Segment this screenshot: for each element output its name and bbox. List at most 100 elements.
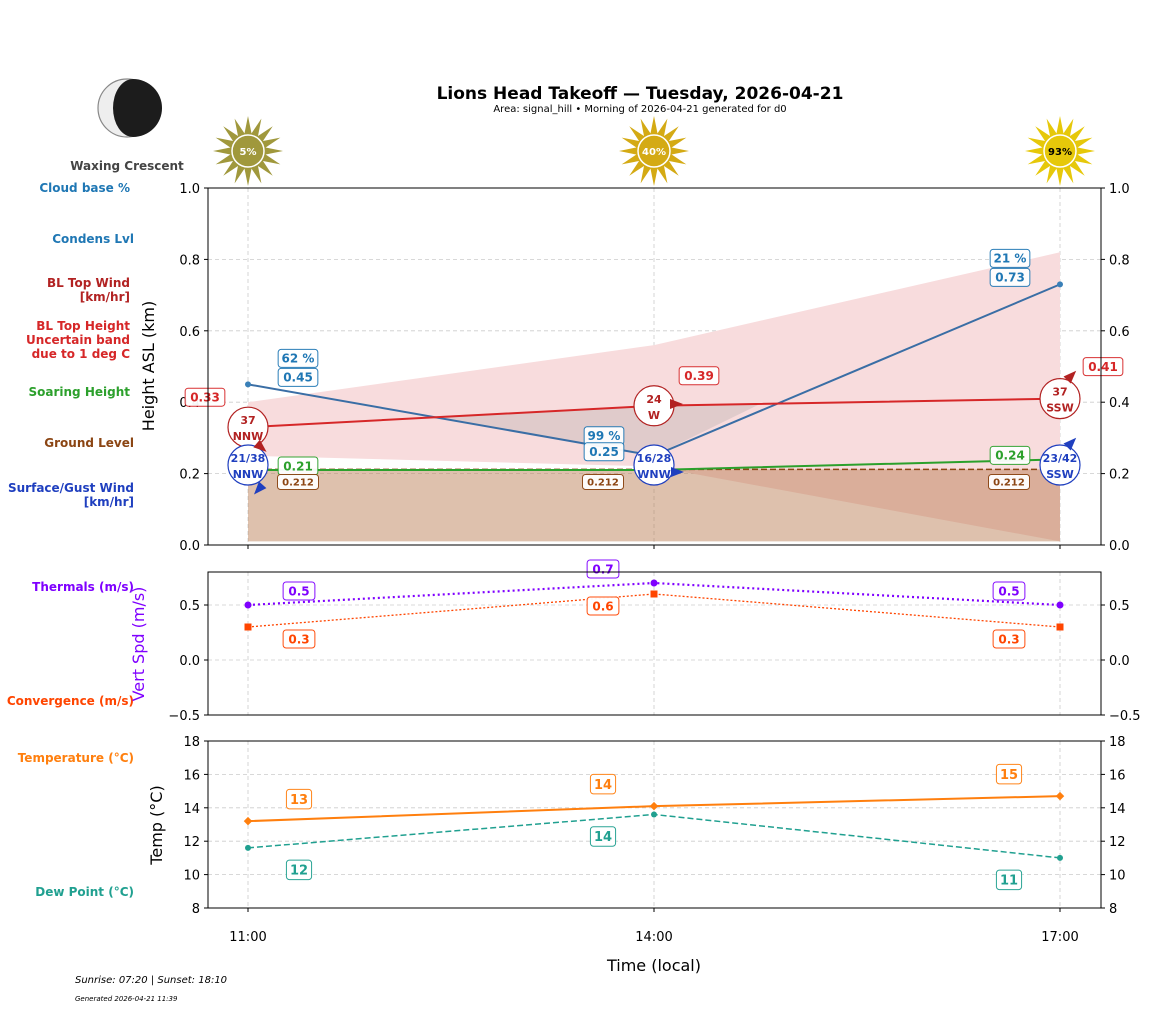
y-tick-label-right: 0.6: [1109, 325, 1130, 340]
dew-point-value-label: 11: [995, 869, 1023, 891]
wind-arrow-icon: [254, 481, 267, 495]
bl-top-value-label: 0.33: [184, 387, 226, 407]
x-axis-label: Time (local): [606, 956, 701, 975]
dew-point-point: [651, 811, 657, 818]
ground-value-label-text: 0.212: [587, 478, 619, 489]
temperature-point: [243, 816, 253, 826]
thermals-value-label: 0.5: [282, 581, 316, 601]
y-tick-label: 10: [183, 869, 200, 884]
cloud-base-pct-label: 62 %: [277, 348, 319, 368]
dew-point-value-label-box: [285, 859, 313, 881]
thermals-value-label-box: [992, 581, 1026, 601]
ground-value-label-text: 0.212: [282, 478, 314, 489]
convergence-value-label-box: [992, 629, 1026, 649]
row-label-temperature: Temperature (°C): [18, 751, 134, 765]
ground-value-label: 0.212: [582, 474, 624, 490]
y-tick-label-right: 10: [1109, 869, 1126, 884]
soaring-value-label-text: 0.24: [995, 449, 1025, 463]
y-tick-label-right: 1.0: [1109, 182, 1130, 197]
wind-speed: 24: [646, 393, 662, 406]
surface-wind-marker: 16/28 WNW: [633, 444, 675, 486]
y-tick-label-right: 0.4: [1109, 396, 1130, 411]
row-label-bl-top: BL Top Height Uncertain band due to 1 deg …: [26, 319, 130, 361]
y-tick-label-right: 0.2: [1109, 468, 1130, 483]
y-tick-label: 12: [183, 835, 200, 850]
wind-speed: 23/42: [1043, 452, 1078, 465]
y-tick-label: −0.5: [168, 709, 200, 724]
convergence-value-label-box: [586, 596, 620, 616]
y-tick-label: 0.0: [179, 654, 200, 669]
vert-axis-label: Vert Spd (m/s): [129, 587, 148, 702]
dew-point-value-label-text: 12: [290, 864, 308, 879]
row-label-dew-point: Dew Point (°C): [35, 885, 134, 899]
row-label-line: BL Top Wind: [47, 276, 130, 290]
y-tick-label: 0.2: [179, 468, 200, 483]
wind-arrow-icon: [671, 467, 684, 477]
wind-circle: [1039, 444, 1081, 486]
wind-speed: 21/38: [231, 452, 266, 465]
wind-direction: W: [648, 409, 660, 422]
dew-point-value-label: 12: [285, 859, 313, 881]
dew-point-value-label: 14: [589, 826, 617, 847]
cloud-base-pct-label-box: [277, 348, 319, 368]
thermals-point: [650, 579, 658, 587]
cloud-base-value-label: 0.73: [989, 267, 1031, 287]
thermals-value-label-text: 0.5: [288, 584, 309, 598]
generated-timestamp: Generated 2026-04-21 11:39: [75, 995, 178, 1003]
convergence-value-label: 0.3: [992, 629, 1026, 649]
convergence-point: [244, 623, 252, 631]
row-label-surface-wind: Surface/Gust Wind [km/hr]: [8, 481, 134, 509]
wind-arrow-icon: [1063, 370, 1077, 384]
cloud-base-pct-label-text: 21 %: [994, 252, 1027, 266]
row-label-line: [km/hr]: [84, 495, 134, 509]
y-tick-label: 0.0: [179, 539, 200, 554]
wind-direction: SSW: [1046, 468, 1073, 481]
sun-icon: 5%: [213, 116, 283, 186]
cloud-base-pct-label: 99 %: [583, 426, 625, 446]
cloud-base-value-label-text: 0.45: [283, 371, 313, 385]
bl-top-value-label-box: [1082, 357, 1124, 377]
wind-speed: 37: [240, 414, 255, 427]
surface-wind-marker: 21/38 NNW: [227, 444, 269, 486]
wind-speed: 37: [1052, 386, 1067, 399]
dew-point-point: [1057, 854, 1063, 861]
soaring-value-label: 0.24: [989, 445, 1031, 465]
cloud-base-value-label-text: 0.73: [995, 271, 1025, 285]
convergence-point: [1056, 623, 1064, 631]
convergence-value-label-text: 0.6: [592, 599, 613, 613]
dew-point-value-label-box: [995, 869, 1023, 891]
y-tick-label-right: 0.0: [1109, 654, 1130, 669]
cloud-base-value-label: 0.25: [583, 442, 625, 462]
y-tick-label-right: 0.0: [1109, 539, 1130, 554]
ground-value-label: 0.212: [988, 474, 1030, 490]
thermals-value-label-box: [586, 559, 620, 579]
temperature-value-label-box: [995, 763, 1023, 785]
row-label-soaring: Soaring Height: [29, 385, 131, 399]
soaring-value-label-box: [989, 445, 1031, 465]
thermals-point: [1056, 601, 1064, 609]
y-tick-label: 0.6: [179, 325, 200, 340]
dew-point-point: [245, 844, 251, 851]
bl-top-value-label: 0.39: [678, 366, 720, 386]
y-tick-label-right: 16: [1109, 768, 1126, 783]
sun-percent-label: 40%: [642, 147, 666, 158]
row-label-line: [km/hr]: [80, 290, 130, 304]
sun-icon: 40%: [619, 116, 689, 186]
wind-speed: 16/28: [637, 452, 672, 465]
y-tick-label: 16: [183, 768, 200, 783]
bl-wind-marker: 37 SSW: [1039, 378, 1081, 420]
row-label-line: BL Top Height: [36, 319, 130, 333]
thermals-point: [244, 601, 252, 609]
sun-percent-label: 93%: [1048, 147, 1072, 158]
ground-value-label-text: 0.212: [993, 478, 1025, 489]
convergence-point: [650, 590, 658, 598]
row-label-line: Surface/Gust Wind: [8, 481, 134, 495]
convergence-value-label-text: 0.3: [998, 632, 1019, 646]
sun-disc: [231, 134, 265, 168]
ground-fill: [248, 469, 1060, 542]
panel-frame-vert: [207, 571, 1102, 716]
sun-icon: 93%: [1025, 116, 1095, 186]
thermals-value-label: 0.5: [992, 581, 1026, 601]
y-tick-label-right: 18: [1109, 735, 1126, 750]
cloud-base-pct-label-box: [989, 248, 1031, 268]
